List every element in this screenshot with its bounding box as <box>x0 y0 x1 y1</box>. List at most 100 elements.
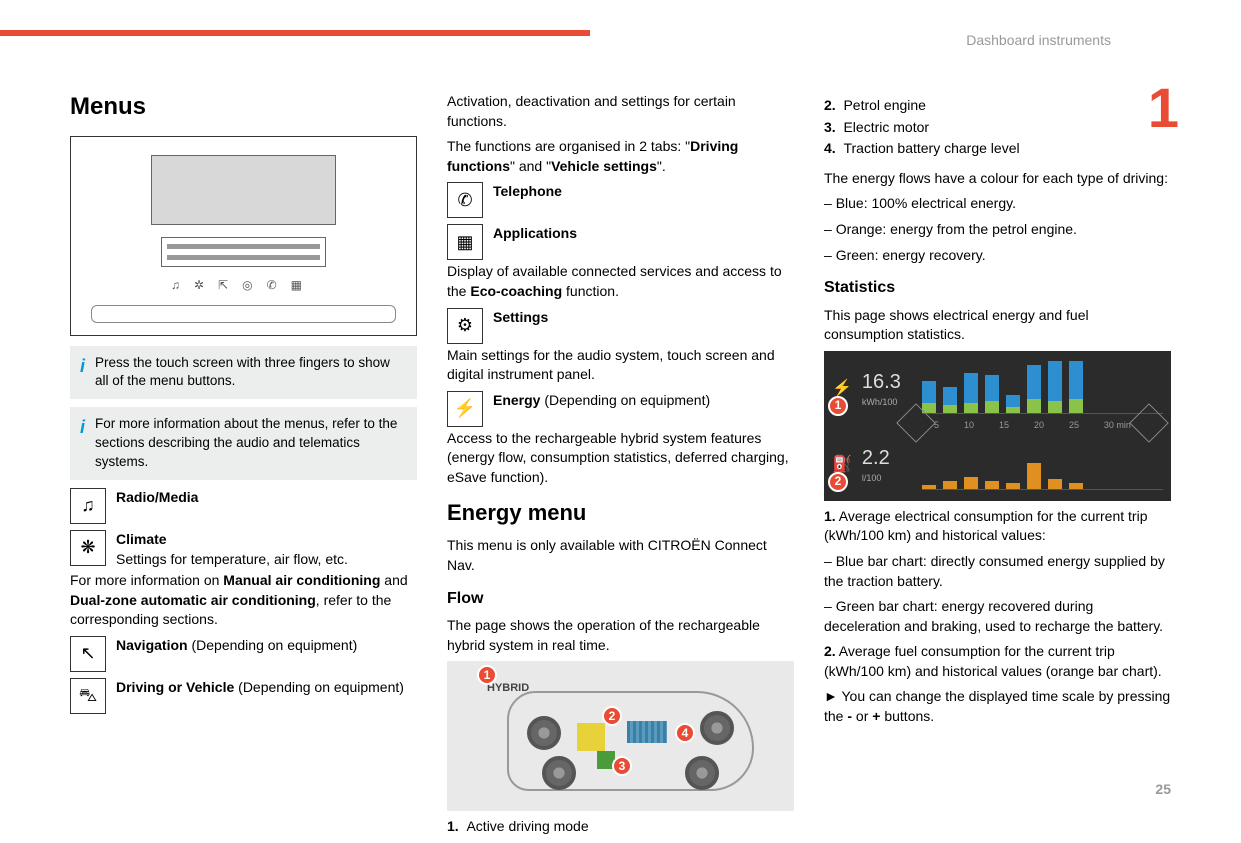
page-number: 25 <box>1155 781 1171 797</box>
music-note-icon: ♫ <box>70 488 106 524</box>
nav-title: Navigation <box>116 637 188 653</box>
stats-green-desc: – Green bar chart: energy recovered duri… <box>824 597 1171 636</box>
t: Orange: energy from the petrol engine. <box>836 221 1077 237</box>
t: Average electrical consumption for the c… <box>824 508 1147 544</box>
axis-tick: 25 <box>1069 419 1079 432</box>
t: " and " <box>510 158 551 174</box>
energy-menu-heading: Energy menu <box>447 498 794 529</box>
flow-desc: The page shows the operation of the rech… <box>447 616 794 655</box>
statistics-desc: This page shows electrical energy and fu… <box>824 306 1171 345</box>
axis-tick: 5 <box>934 419 939 432</box>
bar-orange <box>985 481 999 489</box>
bar-orange <box>1069 483 1083 489</box>
bar-orange <box>943 481 957 489</box>
menu-telephone: ✆ Telephone <box>447 182 794 218</box>
fuel-value: 2.2 <box>862 444 912 472</box>
bars-fuel <box>922 440 1163 490</box>
axis-tick: 15 <box>999 419 1009 432</box>
axis-tick: 10 <box>964 419 974 432</box>
menu-navigation: ↖ Navigation (Depending on equipment) <box>70 636 417 672</box>
dash-vents <box>161 237 326 267</box>
wheel-rr <box>685 756 719 790</box>
t: Average fuel consumption for the current… <box>824 643 1162 679</box>
color-green: – Green: energy recovery. <box>824 246 1171 266</box>
statistics-figure: ⚡ 1 16.3 kWh/100 51015202530 min ⛽ 2 2.2 <box>824 351 1171 501</box>
car-icon: ⛍ <box>70 678 106 714</box>
bolt-icon: ⚡ <box>447 391 483 427</box>
gear-icon: ⚙ <box>447 308 483 344</box>
top-accent-bar <box>0 30 590 36</box>
color-blue: – Blue: 100% electrical energy. <box>824 194 1171 214</box>
marker-3: 3 <box>612 756 632 776</box>
t: function. <box>562 283 619 299</box>
radio-title: Radio/Media <box>116 489 198 505</box>
energy-menu-desc: This menu is only available with CITROËN… <box>447 536 794 575</box>
column-2: Activation, deactivation and settings fo… <box>447 90 794 843</box>
elec-value: 16.3 <box>862 368 912 396</box>
t: buttons. <box>880 708 934 724</box>
energy-title: Energy <box>493 392 540 408</box>
flow-colors-intro: The energy flows have a colour for each … <box>824 169 1171 189</box>
axis-tick: 20 <box>1034 419 1044 432</box>
t: Eco-coaching <box>470 283 562 299</box>
wheel-fl <box>527 716 561 750</box>
section-header: Dashboard instruments <box>966 32 1111 48</box>
stats-row-electric: ⚡ 1 16.3 kWh/100 <box>832 359 1163 419</box>
t: For more information on <box>70 572 223 588</box>
column-1: Menus ♫ ✲ ⇱ ◎ ✆ ▦ i Press the touch scre… <box>70 90 417 843</box>
climate-desc: Settings for temperature, air flow, etc. <box>116 551 348 567</box>
menu-climate: ❋ Climate Settings for temperature, air … <box>70 530 417 569</box>
settings-desc: Main settings for the audio system, touc… <box>447 346 794 385</box>
bar-pair <box>985 375 999 413</box>
stats-marker-2: 2 <box>828 472 848 492</box>
settings-title: Settings <box>493 309 548 325</box>
climate-para: For more information on Manual air condi… <box>70 571 417 630</box>
menu-energy: ⚡ Energy (Depending on equipment) <box>447 391 794 427</box>
t: Active driving mode <box>466 818 588 834</box>
bar-pair <box>1006 395 1020 413</box>
marker-2: 2 <box>602 706 622 726</box>
flow-figure: HYBRID 1 2 3 4 <box>447 661 794 811</box>
statistics-heading: Statistics <box>824 277 1171 299</box>
climate-title: Climate <box>116 531 167 547</box>
pump-icon: ⛽ <box>832 456 852 473</box>
dashboard-figure: ♫ ✲ ⇱ ◎ ✆ ▦ <box>70 136 417 336</box>
t: Green: energy recovery. <box>836 247 986 263</box>
bar-orange <box>1048 479 1062 489</box>
t: The functions are organised in 2 tabs: " <box>447 138 690 154</box>
bar-pair <box>922 381 936 413</box>
apps-title: Applications <box>493 225 577 241</box>
engine-block <box>577 723 605 751</box>
fan-icon: ❋ <box>70 530 106 566</box>
tip-2-text: For more information about the menus, re… <box>95 415 407 472</box>
bars-electric <box>922 364 1163 414</box>
t: Blue: 100% electrical energy. <box>836 195 1016 211</box>
apps-desc: Display of available connected services … <box>447 262 794 301</box>
elec-unit: kWh/100 <box>862 396 912 409</box>
wheel-rl <box>542 756 576 790</box>
content-columns: Menus ♫ ✲ ⇱ ◎ ✆ ▦ i Press the touch scre… <box>70 90 1171 843</box>
dash-bottom-trim <box>91 305 396 323</box>
tel-title: Telephone <box>493 183 562 199</box>
t: Vehicle settings <box>551 158 657 174</box>
axis-labels: 51015202530 min <box>934 419 1131 432</box>
car-icon: ◎ <box>242 277 252 294</box>
bar-pair <box>1027 365 1041 413</box>
info-icon: i <box>80 415 85 472</box>
drive-title: Driving or Vehicle <box>116 679 234 695</box>
t: Blue bar chart: directly consumed energy… <box>824 553 1165 589</box>
fan-icon: ✲ <box>194 277 204 294</box>
dash-buttons-row: ♫ ✲ ⇱ ◎ ✆ ▦ <box>171 277 316 294</box>
bar-orange <box>1027 463 1041 489</box>
nav-suffix: (Depending on equipment) <box>188 637 358 653</box>
legend-4: Traction battery charge level <box>843 140 1019 156</box>
apps-icon: ▦ <box>291 277 302 294</box>
marker-4: 4 <box>675 723 695 743</box>
stats-row-fuel: ⛽ 2 2.2 l/100 <box>832 435 1163 495</box>
music-icon: ♫ <box>171 277 180 294</box>
bar-pair <box>943 387 957 413</box>
column-3: 2. Petrol engine 3. Electric motor 4. Tr… <box>824 90 1171 843</box>
stats-marker-1: 1 <box>828 396 848 416</box>
bar-orange <box>964 477 978 489</box>
plug-icon: ⚡ <box>832 380 852 397</box>
